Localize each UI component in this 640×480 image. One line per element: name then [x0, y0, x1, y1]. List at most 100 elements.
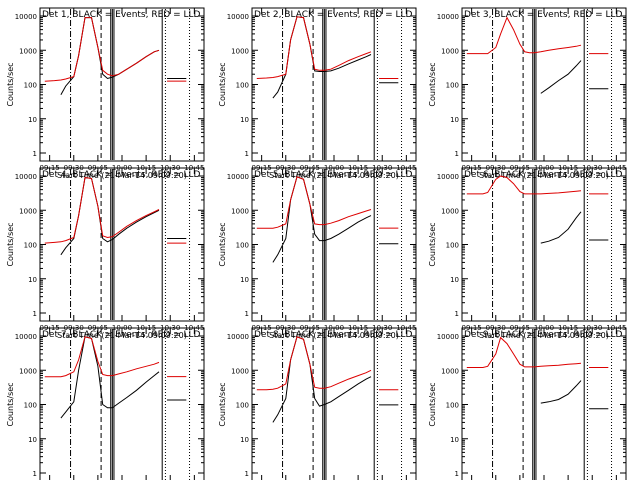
y-tick-label: 1000 [19, 207, 37, 215]
y-tick-label: 1 [245, 470, 249, 478]
plot-frame [251, 7, 417, 162]
x-axis-label: Start Time (21-Mar-14 09:09:20) [57, 331, 187, 340]
panel-title: Det 1, BLACK = Events, RED = LLD [42, 10, 201, 20]
y-axis-label: Counts/sec [428, 62, 437, 106]
panel-det-3: Det 3, BLACK = Events, RED = LLD 1 10 100 10… [428, 7, 627, 180]
y-tick-label: 100 [236, 82, 249, 90]
plot-frame [39, 327, 205, 480]
series-events-line [540, 60, 582, 94]
x-axis-label: Start Time (21-Mar-14 09:09:20) [269, 331, 399, 340]
y-tick-label: 1000 [441, 207, 459, 215]
y-tick-label: 10000 [437, 333, 459, 341]
plot-frame [461, 327, 627, 480]
series-lld-line [256, 176, 372, 229]
series-events-line [540, 211, 582, 244]
y-tick-label: 1 [245, 310, 249, 318]
series-events-line [272, 336, 372, 423]
panel-title: Det 8, BLACK = Events, RED = LLD [254, 330, 413, 340]
y-tick-label: 1000 [441, 367, 459, 375]
panel-det-9: Det 9, BLACK = Events, RED = LLD 1 10 100 10… [428, 327, 627, 480]
panel-det-7: Det 7, BLACK = Events, RED = LLD 1 10 100 10… [6, 327, 205, 480]
x-axis-label: Start Time (21-Mar-14 09:09:20) [479, 331, 609, 340]
y-axis-label: Counts/sec [6, 382, 15, 426]
y-tick-label: 100 [24, 242, 37, 250]
y-axis-label: Counts/sec [6, 222, 15, 266]
plot-frame [39, 7, 205, 162]
series-lld-line [466, 336, 582, 368]
y-axis-label: Counts/sec [218, 62, 227, 106]
panel-title: Det 7, BLACK = Events, RED = LLD [42, 330, 201, 340]
y-tick-label: 1 [455, 150, 459, 158]
y-tick-label: 100 [446, 402, 459, 410]
y-tick-label: 1000 [19, 47, 37, 55]
panel-title: Det 3, BLACK = Events, RED = LLD [464, 10, 623, 20]
y-tick-label: 10000 [227, 333, 249, 341]
panel-title: Det 4, BLACK = Events, RED = LLD [42, 170, 201, 180]
y-tick-label: 10 [28, 116, 37, 124]
y-tick-label: 1 [33, 470, 37, 478]
y-tick-label: 100 [446, 242, 459, 250]
y-tick-label: 1000 [19, 367, 37, 375]
panel-det-1: Det 1, BLACK = Events, RED = LLD 1 10 100 10… [6, 7, 205, 180]
y-tick-label: 1 [33, 310, 37, 318]
y-tick-label: 100 [236, 402, 249, 410]
y-tick-label: 10000 [227, 13, 249, 21]
y-tick-label: 1 [33, 150, 37, 158]
x-axis-label: Start Time (21-Mar-14 09:09:20) [479, 171, 609, 180]
y-tick-label: 1000 [231, 47, 249, 55]
y-tick-label: 10000 [227, 173, 249, 181]
panel-title: Det 6, BLACK = Events, RED = LLD [464, 170, 623, 180]
x-axis-label: Start Time (21-Mar-14 09:09:20) [269, 171, 399, 180]
y-tick-label: 10000 [437, 173, 459, 181]
y-tick-label: 100 [236, 242, 249, 250]
y-tick-label: 10 [240, 116, 249, 124]
y-tick-label: 1 [455, 470, 459, 478]
panel-det-5: Det 5, BLACK = Events, RED = LLD 1 10 100 10… [218, 167, 417, 340]
panel-title: Det 5, BLACK = Events, RED = LLD [254, 170, 413, 180]
y-tick-label: 10000 [15, 333, 37, 341]
y-tick-label: 1000 [231, 207, 249, 215]
y-tick-label: 1000 [231, 367, 249, 375]
series-events-line [60, 17, 160, 96]
panel-title: Det 2, BLACK = Events, RED = LLD [254, 10, 413, 20]
y-axis-label: Counts/sec [428, 222, 437, 266]
y-tick-label: 100 [446, 82, 459, 90]
y-tick-label: 10000 [15, 13, 37, 21]
panel-det-6: Det 6, BLACK = Events, RED = LLD 1 10 100 10… [428, 167, 627, 340]
y-axis-label: Counts/sec [218, 222, 227, 266]
plot-frame [461, 167, 627, 322]
plot-frame [39, 167, 205, 322]
plot-frame [251, 327, 417, 480]
y-tick-label: 100 [24, 402, 37, 410]
series-lld-line [256, 16, 372, 79]
series-events-line [272, 176, 372, 263]
series-lld-line [256, 336, 372, 391]
y-tick-label: 10 [450, 116, 459, 124]
y-axis-label: Counts/sec [6, 62, 15, 106]
panel-det-2: Det 2, BLACK = Events, RED = LLD 1 10 100 10… [218, 7, 417, 180]
y-tick-label: 10000 [15, 173, 37, 181]
series-events-line [60, 336, 160, 419]
series-events-line [540, 380, 582, 404]
y-tick-label: 10 [450, 436, 459, 444]
panel-det-4: Det 4, BLACK = Events, RED = LLD 1 10 100 10… [6, 167, 205, 340]
panel-title: Det 9, BLACK = Events, RED = LLD [464, 330, 623, 340]
series-lld-line [466, 175, 582, 195]
y-tick-label: 10 [28, 276, 37, 284]
y-tick-label: 10 [240, 276, 249, 284]
series-lld-line [44, 17, 160, 82]
series-lld-line [44, 336, 160, 378]
plot-frame [251, 167, 417, 322]
plot-frame [461, 7, 627, 162]
y-tick-label: 100 [24, 82, 37, 90]
series-lld-line [466, 16, 582, 55]
y-tick-label: 1 [245, 150, 249, 158]
series-lld-line [44, 177, 160, 244]
y-tick-label: 10 [450, 276, 459, 284]
y-tick-label: 10 [28, 436, 37, 444]
panel-det-8: Det 8, BLACK = Events, RED = LLD 1 10 100 10… [218, 327, 417, 480]
x-axis-label: Start Time (21-Mar-14 09:09:20) [57, 171, 187, 180]
y-axis-label: Counts/sec [218, 382, 227, 426]
y-tick-label: 10000 [437, 13, 459, 21]
